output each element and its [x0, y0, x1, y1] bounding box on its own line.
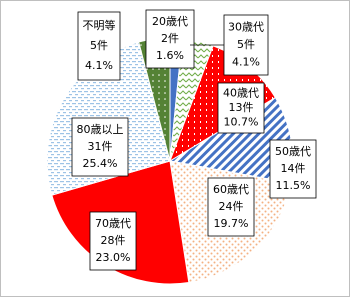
value-label: 25.4%	[83, 157, 118, 170]
category-label: 30歳代	[228, 20, 264, 33]
category-label: 50歳代	[275, 145, 311, 158]
label-box	[145, 9, 195, 69]
count-label: 28件	[101, 234, 126, 247]
value-label: 4.1%	[85, 59, 113, 72]
value-label: 11.5%	[276, 179, 311, 192]
count-label: 14件	[281, 162, 306, 175]
category-label: 不明等	[83, 18, 116, 32]
label-box	[269, 139, 317, 199]
label-box	[223, 14, 269, 76]
count-label: 2件	[161, 32, 179, 45]
count-label: 31件	[88, 140, 113, 153]
category-label: 80歳以上	[77, 123, 124, 136]
category-label: 40歳代	[223, 86, 259, 99]
value-label: 1.6%	[156, 49, 184, 62]
count-label: 5件	[237, 38, 255, 51]
labels: 20歳代 2件 1.6% 30歳代 5件 4.1% 40歳代 13件 10.7% 50歳代 14件 1…	[71, 9, 317, 271]
label-box	[207, 177, 255, 237]
label-box	[71, 117, 129, 177]
category-label: 20歳代	[152, 15, 188, 28]
value-label: 19.7%	[214, 217, 249, 230]
label-box	[89, 211, 137, 271]
count-label: 24件	[219, 200, 244, 213]
count-label: 5件	[90, 39, 108, 52]
label-box	[217, 82, 265, 134]
category-label: 70歳代	[95, 217, 131, 230]
value-label: 4.1%	[232, 56, 260, 69]
label-box	[77, 11, 121, 81]
count-label: 13件	[229, 101, 254, 114]
value-label: 23.0%	[96, 251, 131, 264]
category-label: 60歳代	[213, 183, 249, 196]
value-label: 10.7%	[224, 116, 259, 129]
